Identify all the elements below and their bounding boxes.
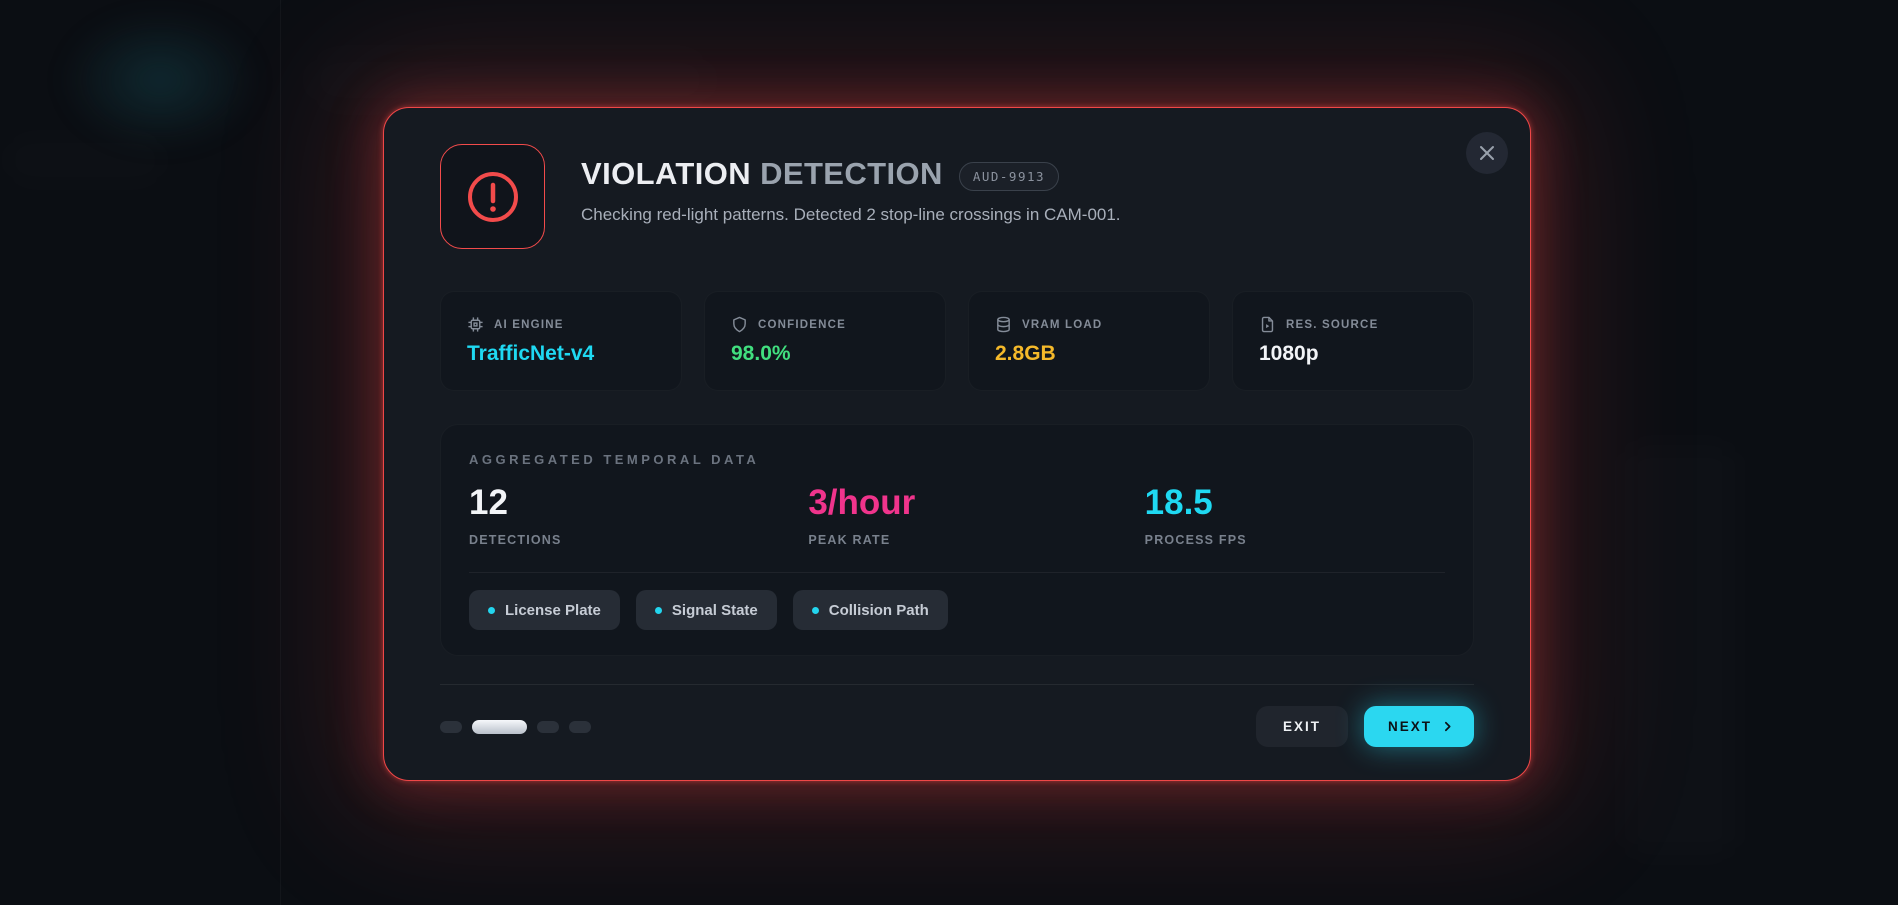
- tag-label: Collision Path: [828, 601, 929, 619]
- pagination-dot[interactable]: [440, 720, 462, 733]
- modal-header: VIOLATION DETECTION AUD-9913 Checking re…: [440, 144, 1474, 249]
- file-video-icon: [1261, 316, 1274, 333]
- chip-icon: [468, 317, 483, 332]
- aggregated-temporal-data-panel: AGGREGATED TEMPORAL DATA 12 DETECTIONS 3…: [440, 424, 1474, 656]
- violation-detection-modal: VIOLATION DETECTION AUD-9913 Checking re…: [383, 107, 1531, 781]
- stat-detections: 12 DETECTIONS: [469, 485, 794, 547]
- stat-peak-rate: 3/hour PEAK RATE: [794, 485, 1119, 547]
- stat-card-label: VRAM LOAD: [1022, 318, 1103, 331]
- pagination-dot[interactable]: [537, 720, 559, 733]
- footer-actions: EXIT NEXT: [1255, 706, 1474, 747]
- backdrop-blur-block: [1620, 440, 1740, 860]
- tag-label: License Plate: [505, 601, 601, 619]
- stat-card-label: AI ENGINE: [494, 318, 564, 331]
- panel-title: AGGREGATED TEMPORAL DATA: [469, 452, 760, 467]
- backdrop-divider-line: [280, 0, 281, 905]
- stat-label: PROCESS FPS: [1144, 533, 1247, 547]
- pagination: [440, 719, 591, 734]
- stat-process-fps: 18.5 PROCESS FPS: [1120, 485, 1445, 547]
- stat-card-value: TrafficNet-v4: [467, 342, 595, 365]
- alert-icon-box: [440, 144, 545, 249]
- stat-label: DETECTIONS: [469, 533, 562, 547]
- stat-card-value: 2.8GB: [995, 342, 1056, 365]
- close-button[interactable]: [1466, 132, 1508, 174]
- backdrop-blur-block: [0, 130, 170, 190]
- detection-tags-row: License Plate Signal State Collision Pat…: [469, 590, 1445, 630]
- stat-label: PEAK RATE: [808, 533, 891, 547]
- stat-card-label: CONFIDENCE: [758, 318, 847, 331]
- cyan-dot-icon: [811, 606, 819, 614]
- stat-card-ai-engine: AI ENGINE TrafficNet-v4: [440, 291, 682, 391]
- shield-icon: [733, 316, 746, 333]
- stat-card-value: 98.0%: [731, 342, 791, 365]
- tag-label: Signal State: [671, 601, 758, 619]
- stat-value: 3/hour: [808, 483, 916, 522]
- backdrop-glow-teal: [60, 10, 260, 150]
- tag-signal-state[interactable]: Signal State: [635, 590, 777, 630]
- page-title: VIOLATION DETECTION: [581, 156, 943, 191]
- stat-card-res-source: RES. SOURCE 1080p: [1232, 291, 1474, 391]
- stat-card-label: RES. SOURCE: [1286, 318, 1379, 331]
- tag-collision-path[interactable]: Collision Path: [792, 590, 948, 630]
- stat-value: 12: [469, 483, 508, 522]
- stat-cards-row: AI ENGINE TrafficNet-v4 CONFIDENCE 98.0%…: [440, 291, 1474, 391]
- cyan-dot-icon: [654, 606, 662, 614]
- pagination-dot[interactable]: [472, 719, 527, 734]
- modal-footer: EXIT NEXT: [440, 706, 1474, 747]
- database-icon: [997, 316, 1010, 333]
- audit-id-badge: AUD-9913: [958, 161, 1060, 191]
- next-button[interactable]: NEXT: [1363, 706, 1474, 747]
- stat-card-vram-load: VRAM LOAD 2.8GB: [968, 291, 1210, 391]
- stat-card-confidence: CONFIDENCE 98.0%: [704, 291, 946, 391]
- backdrop-blur-strip: [300, 45, 720, 115]
- tag-license-plate[interactable]: License Plate: [469, 590, 620, 630]
- chevron-right-icon: [1445, 721, 1451, 732]
- pagination-dot[interactable]: [569, 720, 591, 733]
- stat-card-value: 1080p: [1259, 342, 1319, 365]
- exit-button[interactable]: EXIT: [1255, 706, 1348, 747]
- stat-value: 18.5: [1144, 483, 1213, 522]
- next-button-label: NEXT: [1387, 719, 1432, 734]
- alert-circle-icon: [467, 171, 518, 222]
- title-block: VIOLATION DETECTION AUD-9913 Checking re…: [581, 144, 1121, 225]
- panel-divider: [469, 572, 1445, 573]
- temporal-stats-row: 12 DETECTIONS 3/hour PEAK RATE 18.5 PROC…: [469, 485, 1445, 547]
- cyan-dot-icon: [488, 606, 495, 614]
- close-icon: [1480, 146, 1494, 160]
- footer-divider: [440, 684, 1474, 685]
- modal-subtitle: Checking red-light patterns. Detected 2 …: [581, 205, 1121, 224]
